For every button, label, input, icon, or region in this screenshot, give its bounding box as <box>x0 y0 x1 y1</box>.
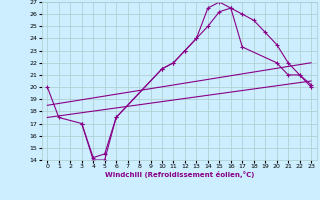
X-axis label: Windchill (Refroidissement éolien,°C): Windchill (Refroidissement éolien,°C) <box>105 171 254 178</box>
